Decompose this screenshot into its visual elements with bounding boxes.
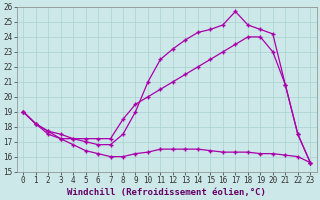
X-axis label: Windchill (Refroidissement éolien,°C): Windchill (Refroidissement éolien,°C) <box>67 188 266 197</box>
